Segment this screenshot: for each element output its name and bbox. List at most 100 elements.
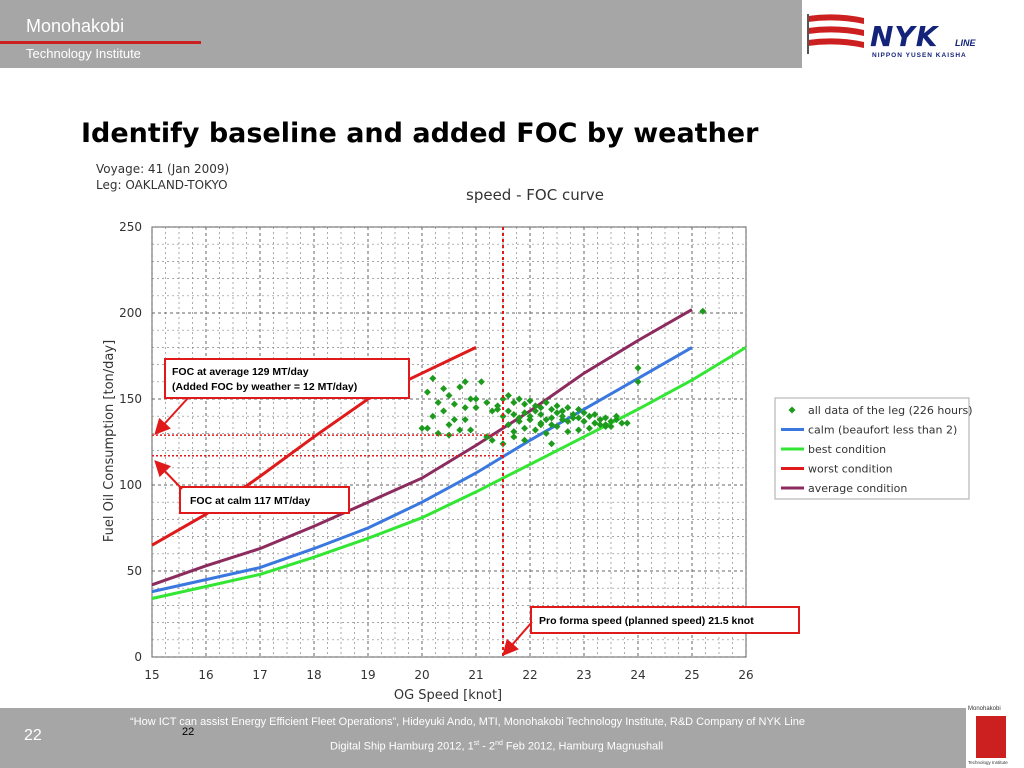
data-point <box>499 412 507 420</box>
y-axis-label: Fuel Oil Consumption [ton/day] <box>102 340 117 542</box>
data-point <box>558 407 566 415</box>
data-point <box>548 421 556 429</box>
x-axis-label: OG Speed [knot] <box>394 688 502 703</box>
data-point <box>429 412 437 420</box>
data-point <box>456 383 464 391</box>
data-point <box>445 392 453 400</box>
footer-event-mid: - 2 <box>479 740 496 753</box>
callout-proforma-arrow <box>502 621 533 657</box>
x-tick-label: 24 <box>630 668 645 682</box>
series-line <box>151 346 477 547</box>
nyk-logo: NYK <box>870 20 939 53</box>
data-point <box>542 398 550 406</box>
data-point <box>580 417 588 425</box>
callout-calm-text: FOC at calm 117 MT/day <box>190 495 310 507</box>
data-point <box>510 410 518 418</box>
data-point <box>499 395 507 403</box>
footer-event-sup2: nd <box>495 740 503 747</box>
speed-foc-chart: Voyage: 41 (Jan 2009) Leg: OAKLAND-TOKYO… <box>96 162 973 703</box>
mini-logo-icon <box>976 716 1006 758</box>
data-point <box>602 414 610 422</box>
data-point <box>504 407 512 415</box>
data-point <box>558 416 566 424</box>
x-tick-label: 19 <box>360 668 375 682</box>
data-point <box>510 428 518 436</box>
data-point <box>596 416 604 424</box>
data-point <box>612 412 620 420</box>
data-point <box>515 395 523 403</box>
data-point <box>434 398 442 406</box>
x-tick-label: 16 <box>198 668 213 682</box>
chart-legend: all data of the leg (226 hours) calm (bea… <box>774 397 973 500</box>
callout-proforma: Pro forma speed (planned speed) 21.5 kno… <box>530 606 800 634</box>
series-line <box>151 308 693 587</box>
brand-subtitle: Technology Institute <box>26 46 141 61</box>
data-point <box>521 436 529 444</box>
data-point <box>526 416 534 424</box>
data-point <box>548 405 556 413</box>
data-point <box>456 426 464 434</box>
data-point <box>607 417 615 425</box>
data-point <box>477 378 485 386</box>
data-point <box>467 395 475 403</box>
callout-average-line2: (Added FOC by weather = 12 MT/day) <box>172 381 357 393</box>
data-point <box>461 404 469 412</box>
data-point <box>542 429 550 437</box>
data-point <box>526 397 534 405</box>
legend-label: worst condition <box>808 463 893 476</box>
y-tick-label: 200 <box>119 306 142 320</box>
callout-average-arrow <box>154 397 189 435</box>
data-point <box>510 398 518 406</box>
data-point <box>623 419 631 427</box>
data-point <box>548 440 556 448</box>
callout-proforma-text: Pro forma speed (planned speed) 21.5 kno… <box>539 615 754 627</box>
data-point <box>618 419 626 427</box>
footer-citation: “How ICT can assist Energy Efficient Fle… <box>130 716 805 728</box>
data-point <box>564 428 572 436</box>
data-point <box>596 421 604 429</box>
brand-name: Monohakobi <box>26 16 125 36</box>
legend-label: average condition <box>808 482 907 495</box>
x-tick-label: 21 <box>468 668 483 682</box>
legend-label: best condition <box>808 443 886 456</box>
data-point <box>537 404 545 412</box>
data-point <box>564 417 572 425</box>
data-point <box>461 416 469 424</box>
nyk-logo-line: LINE <box>955 38 976 48</box>
legend-label: calm (beaufort less than 2) <box>808 424 957 437</box>
data-point <box>504 421 512 429</box>
voyage-label: Voyage: 41 (Jan 2009) <box>96 162 229 176</box>
mini-logo-subtitle: Technology Institute <box>968 760 1008 765</box>
data-point <box>521 424 529 432</box>
data-point <box>553 402 561 410</box>
mini-logo-text: Monohakobi <box>968 706 1001 712</box>
data-point <box>634 364 642 372</box>
y-tick-label: 150 <box>119 392 142 406</box>
data-point <box>494 405 502 413</box>
legend-label: all data of the leg (226 hours) <box>808 404 973 417</box>
x-tick-label: 17 <box>252 668 267 682</box>
nyk-flag-icon <box>806 12 866 56</box>
callout-average: FOC at average 129 MT/day (Added FOC by … <box>164 358 410 399</box>
data-point <box>580 409 588 417</box>
data-point <box>537 421 545 429</box>
x-tick-label: 20 <box>414 668 429 682</box>
data-point <box>564 404 572 412</box>
footer-event: Digital Ship Hamburg 2012, 1st - 2nd Feb… <box>330 740 663 753</box>
nyk-logo-subtitle: NIPPON YUSEN KAISHA <box>872 52 967 59</box>
series-line <box>151 346 747 600</box>
legend-marker <box>788 406 796 414</box>
slide-number-small: 22 <box>182 726 195 738</box>
data-point <box>585 412 593 420</box>
footer-event-suffix: Feb 2012, Hamburg Magnushall <box>502 740 664 753</box>
data-point <box>488 407 496 415</box>
y-tick-label: 250 <box>119 220 142 234</box>
data-point <box>472 404 480 412</box>
data-point <box>634 378 642 386</box>
leg-label: Leg: OAKLAND-TOKYO <box>96 178 228 192</box>
series-line <box>151 346 693 594</box>
data-point <box>542 416 550 424</box>
header-bar <box>0 0 802 68</box>
data-point <box>531 407 539 415</box>
data-point <box>521 409 529 417</box>
